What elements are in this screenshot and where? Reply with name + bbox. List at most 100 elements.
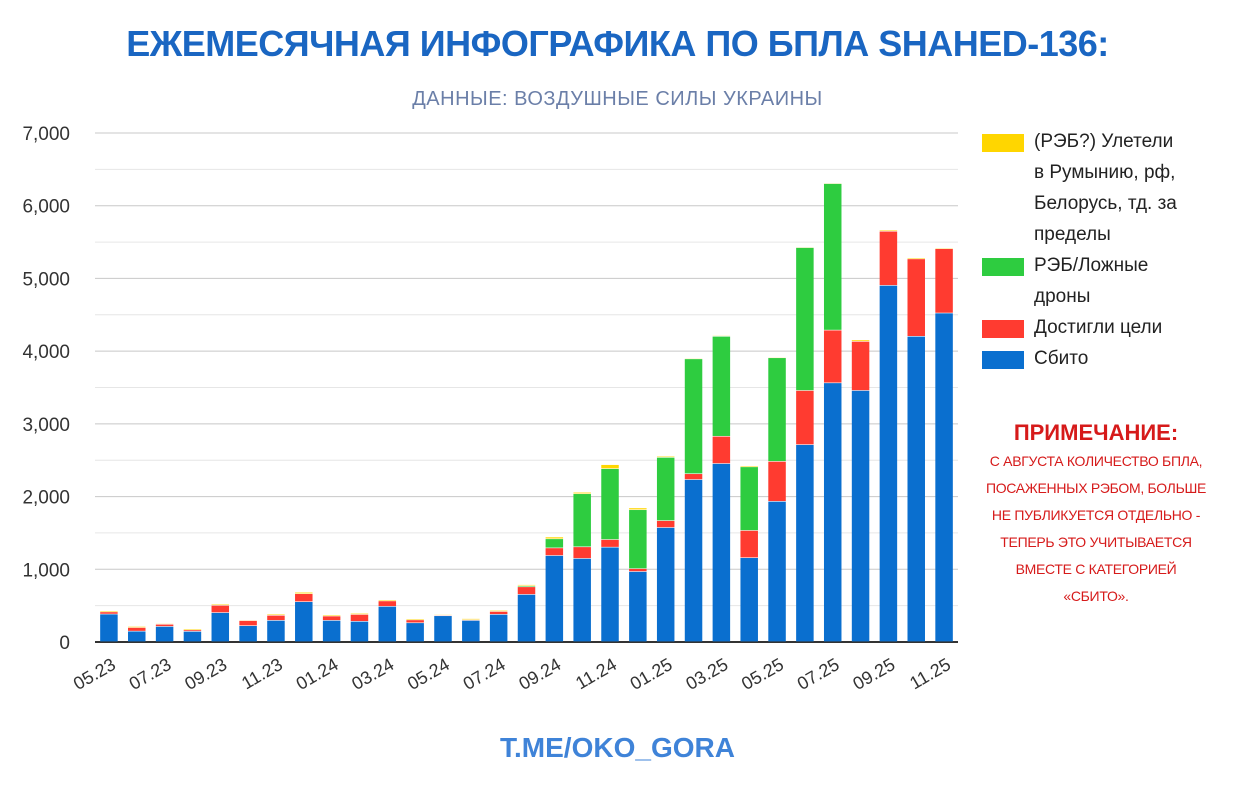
bar-segment [128, 631, 146, 642]
bar-segment [489, 611, 508, 615]
bar-segment [684, 479, 703, 642]
bar-segment [517, 594, 536, 642]
bar-segment [823, 330, 842, 383]
x-tick-label: 03.24 [348, 654, 397, 694]
bar-segment [545, 555, 564, 642]
bar-segment [935, 248, 953, 313]
legend-label: РЭБ/Ложные [1034, 255, 1149, 276]
bar-segment [295, 594, 313, 602]
note-line: НЕ ПУБЛИКУЕТСЯ ОТДЕЛЬНО - [991, 507, 1201, 523]
x-tick-label: 11.23 [238, 654, 286, 693]
bar-segment [267, 615, 285, 621]
y-tick-label: 2,000 [22, 488, 70, 509]
bar-segment [740, 530, 758, 558]
x-tick-label: 03.25 [682, 654, 731, 694]
bar-segment [211, 605, 230, 613]
legend-label: Достигли цели [1034, 317, 1163, 338]
note: ПРИМЕЧАНИЕ: С АВГУСТА КОЛИЧЕСТВО БПЛА, П… [962, 420, 1230, 610]
bar-segment [155, 626, 174, 642]
bar-segment [322, 616, 341, 621]
bar-segment [684, 474, 703, 480]
bar-segment [851, 341, 870, 391]
x-tick-label: 05.23 [70, 654, 119, 694]
x-axis-ticks: 05.23 07.23 09.23 11.23 01.24 03.24 05.24 07.24… [70, 654, 954, 694]
bar-segment [378, 601, 397, 607]
bar-segment [768, 501, 786, 642]
bar-segment [712, 463, 731, 642]
x-tick-label: 07.25 [794, 654, 843, 694]
bar-segment [573, 547, 591, 559]
bar-segment [601, 464, 619, 469]
legend-item-blue: Сбито [982, 347, 1227, 374]
note-line: ТЕПЕРЬ ЭТО УЧИТЫВАЕТСЯ [1000, 534, 1192, 550]
bar-segment [545, 548, 564, 556]
legend: (РЭБ?) Улетели в Румынию, рф, Белорусь, … [982, 130, 1227, 378]
x-tick-label: 11.25 [906, 654, 954, 693]
legend-label: (РЭБ?) Улетели [1034, 131, 1174, 152]
bar-segment [545, 537, 564, 539]
bar-segment [573, 494, 591, 547]
channel-link[interactable]: T.ME/OKO_GORA [500, 732, 735, 763]
bar-segment [434, 616, 452, 642]
gridlines [95, 132, 958, 643]
bar-segment [322, 620, 341, 642]
legend-label: Белорусь, тд. за [1034, 193, 1177, 214]
bar-segment [462, 620, 480, 642]
legend-swatch [982, 351, 1024, 369]
bar-segment [183, 631, 202, 642]
bar-segment [796, 444, 814, 642]
y-tick-label: 3,000 [22, 415, 70, 436]
bar-segment [211, 612, 230, 642]
legend-item-yellow: (РЭБ?) Улетели в Румынию, рф, Белорусь, … [982, 130, 1227, 250]
y-tick-label: 1,000 [22, 560, 70, 581]
bar-segment [796, 390, 814, 445]
x-tick-label: 09.23 [181, 654, 230, 694]
bar-segment [183, 630, 202, 632]
x-tick-label: 05.24 [404, 654, 453, 694]
bar-segment [100, 612, 118, 614]
bar-segment [295, 592, 313, 594]
bar-segment [573, 558, 591, 642]
bar-segment [907, 259, 925, 336]
bar-segment [601, 547, 619, 642]
subtitle: ДАННЫЕ: ВОЗДУШНЫЕ СИЛЫ УКРАИНЫ [412, 88, 823, 110]
note-line: С АВГУСТА КОЛИЧЕСТВО БПЛА, [989, 453, 1203, 469]
bar-segment [378, 606, 397, 642]
bar-segment [712, 336, 731, 436]
bar-segment [350, 614, 369, 622]
y-axis-ticks: 0 1,000 2,000 3,000 4,000 5,000 6,000 7,000 [22, 124, 70, 654]
bar-segment [851, 340, 870, 342]
note-line: «СБИТО». [1063, 588, 1129, 604]
y-tick-label: 7,000 [22, 124, 70, 145]
bar-segment [768, 358, 786, 462]
bar-segment [629, 510, 647, 569]
bar-segment [573, 492, 591, 494]
bar-segment [879, 231, 898, 286]
bar-segment [100, 614, 118, 642]
bar-segment [629, 568, 647, 572]
x-tick-label: 11.24 [572, 654, 620, 693]
bars [100, 183, 953, 642]
x-tick-label: 09.24 [515, 654, 564, 694]
x-tick-label: 01.25 [627, 654, 676, 694]
x-tick-label: 01.24 [293, 654, 342, 694]
legend-item-red: Достигли цели [982, 316, 1227, 343]
page-title: ЕЖЕМЕСЯЧНАЯ ИНФОГРАФИКА ПО БПЛА SHAHED-1… [126, 23, 1109, 64]
bar-segment [155, 624, 174, 627]
legend-label: в Румынию, рф, [1034, 162, 1176, 183]
legend-swatch [982, 258, 1024, 276]
bar-segment [768, 461, 786, 502]
bar-segment [740, 467, 758, 531]
x-tick-label: 05.25 [738, 654, 787, 694]
bar-segment [406, 623, 424, 642]
bar-segment [907, 336, 925, 642]
bar-segment [656, 520, 675, 528]
bar-segment [128, 627, 146, 631]
note-title: ПРИМЕЧАНИЕ: [1013, 420, 1179, 445]
bar-segment [350, 621, 369, 642]
bar-segment [601, 468, 619, 540]
legend-label: пределы [1034, 224, 1111, 245]
bar-segment [517, 587, 536, 595]
bar-segment [740, 558, 758, 642]
